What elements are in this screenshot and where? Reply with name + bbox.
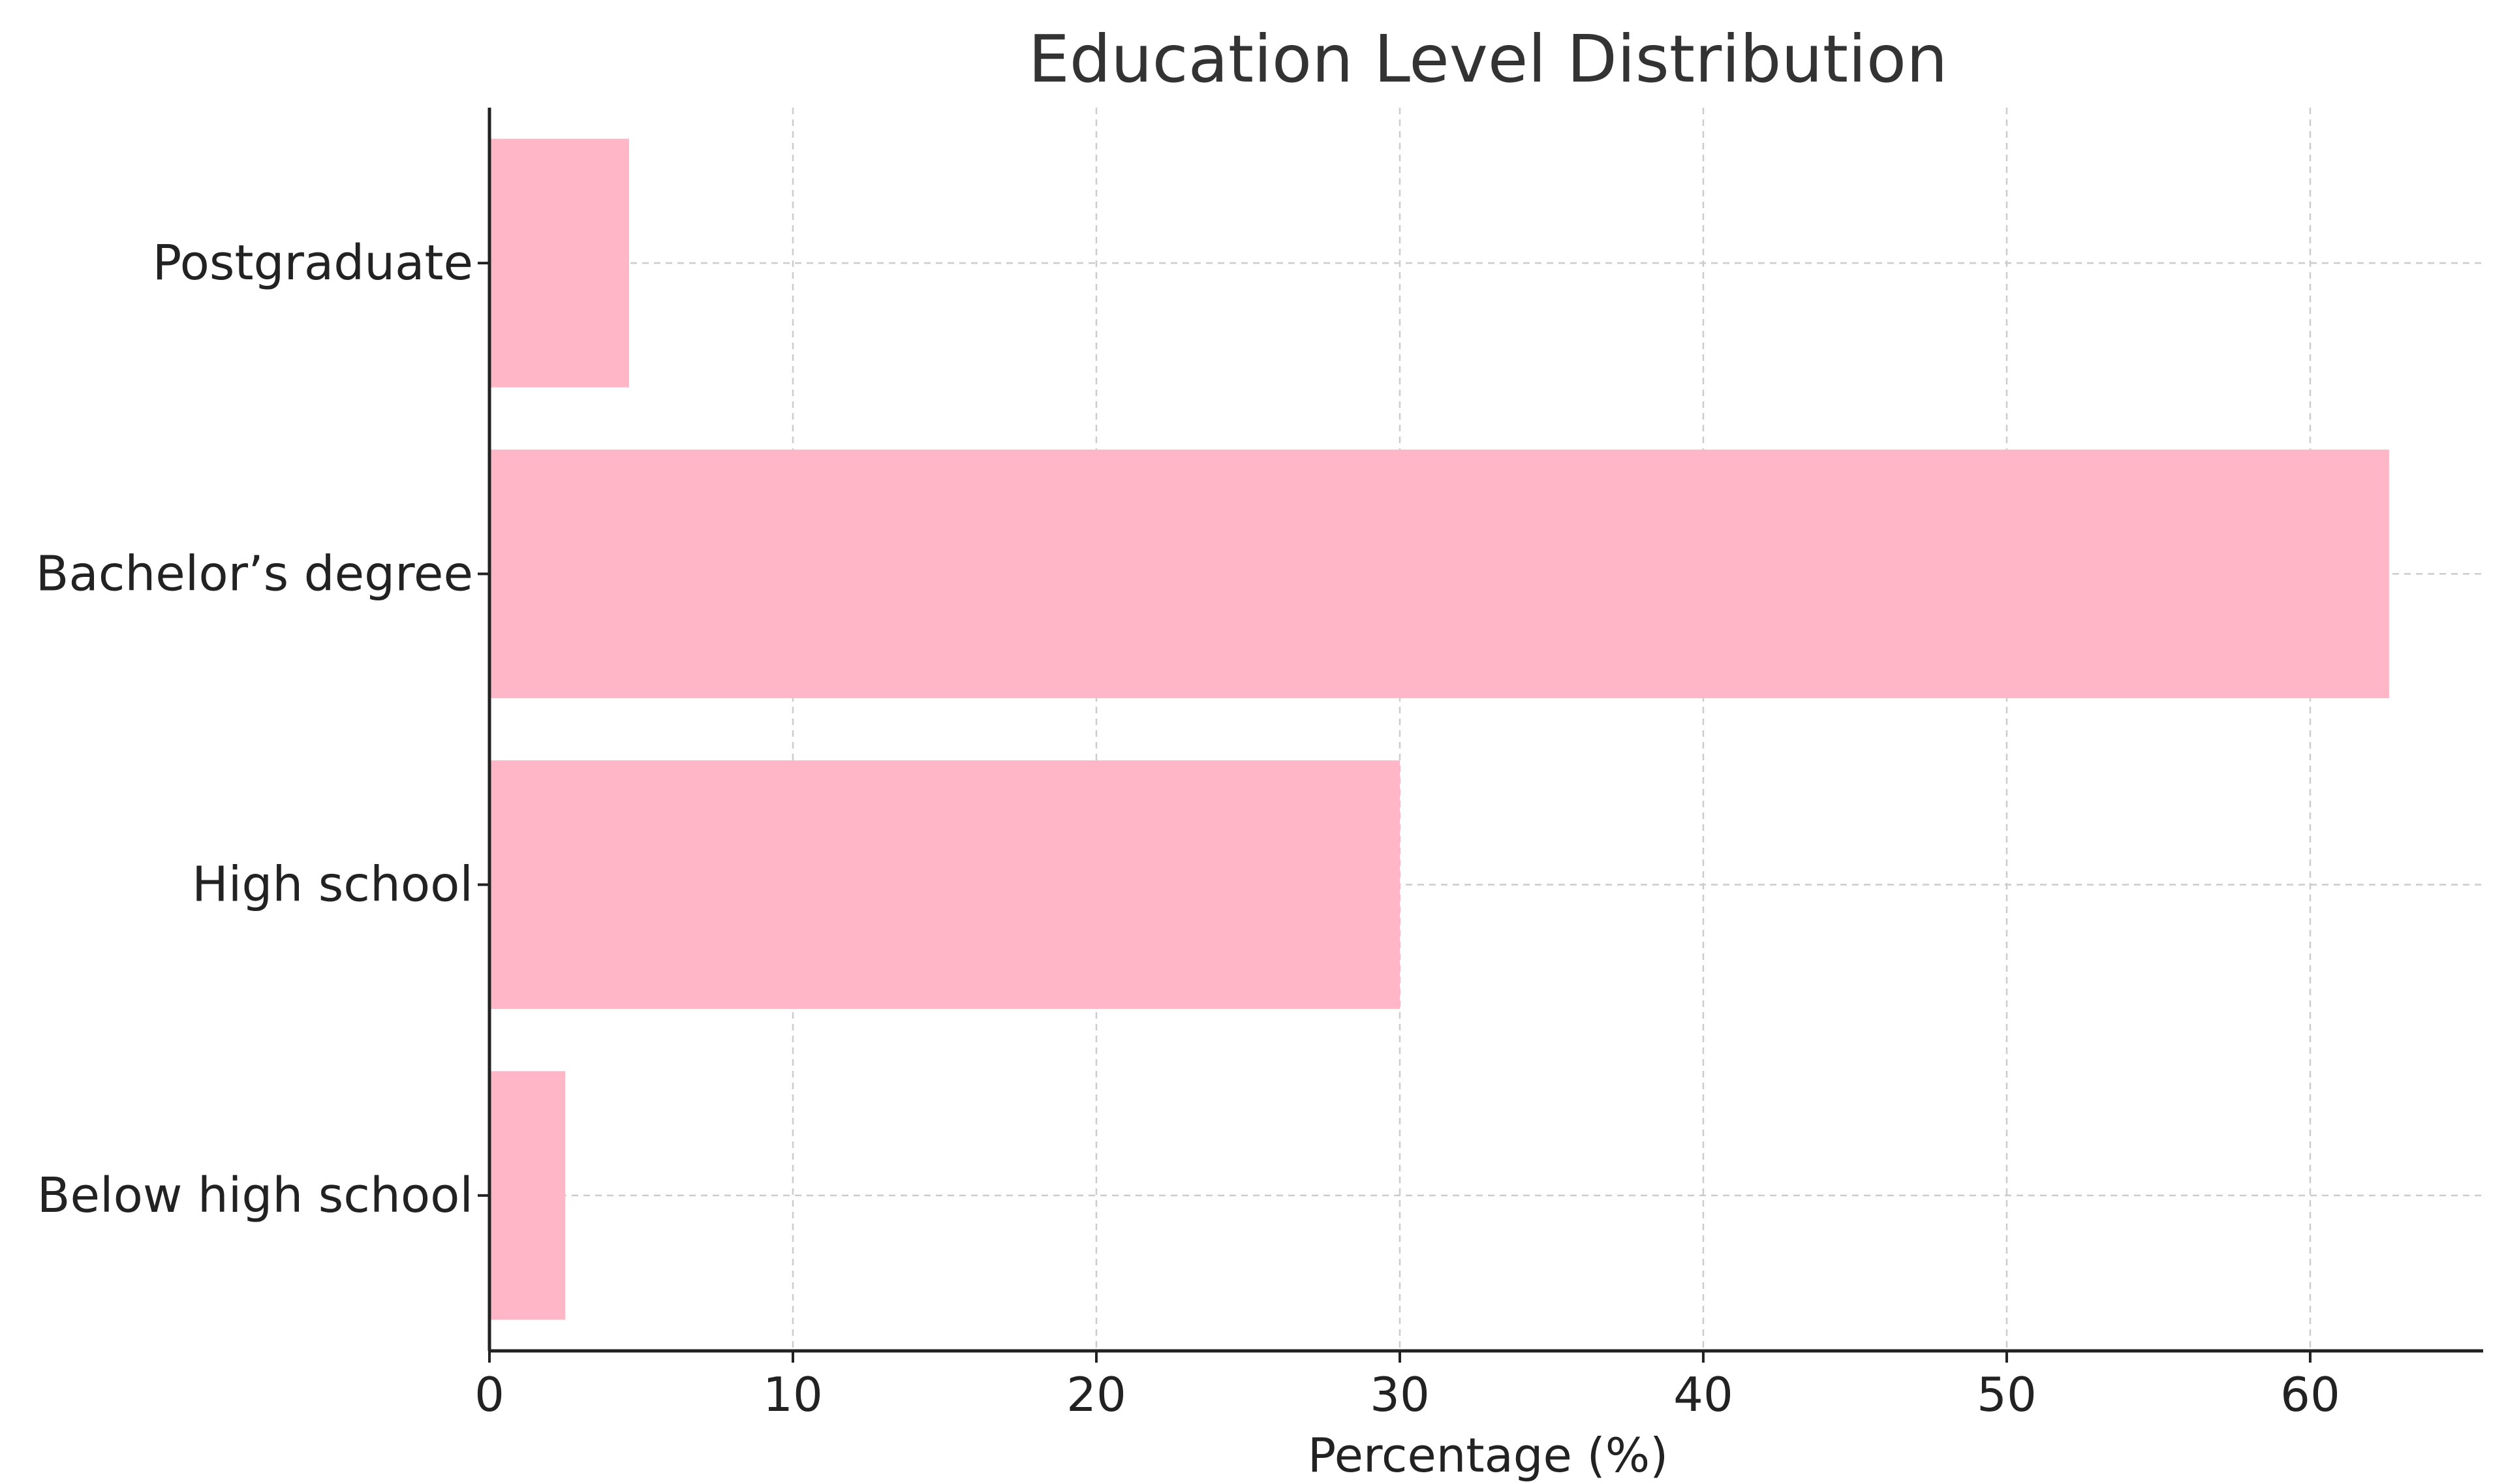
bar-high-school <box>489 760 1400 1010</box>
y-tick-label-high-school: High school <box>192 857 473 913</box>
x-tick-label-60: 60 <box>2280 1367 2340 1422</box>
x-tick-label-0: 0 <box>474 1367 504 1422</box>
x-tick-label-30: 30 <box>1370 1367 1430 1422</box>
grid-lines <box>489 108 2483 1351</box>
y-tick-label-bachelor-s-degree: Bachelor’s degree <box>36 546 473 602</box>
x-axis-label: Percentage (%) <box>1308 1428 1669 1481</box>
bars <box>489 138 2389 1320</box>
x-tick-label-40: 40 <box>1673 1367 1733 1422</box>
bar-bachelor-s-degree <box>489 449 2389 698</box>
bar-below-high-school <box>489 1071 566 1320</box>
tick-labels: 0 10 20 30 40 50 60 Below high school High schoo… <box>36 235 2340 1422</box>
x-tick-label-10: 10 <box>763 1367 823 1422</box>
y-tick-label-below-high-school: Below high school <box>37 1167 473 1224</box>
bar-postgraduate <box>489 138 629 388</box>
chart-title: Education Level Distribution <box>1029 21 1948 97</box>
x-tick-label-50: 50 <box>1977 1367 2037 1422</box>
x-tick-label-20: 20 <box>1066 1367 1126 1422</box>
y-tick-label-postgraduate: Postgraduate <box>153 235 473 291</box>
axes <box>478 108 2483 1363</box>
